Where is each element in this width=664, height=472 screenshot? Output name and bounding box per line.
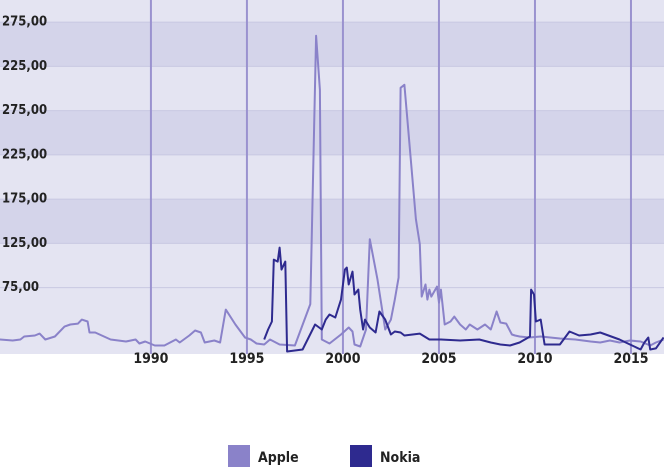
plot-area: 275,00 225,00 275,00 225,00 175,00 125,00 75,0… — [0, 0, 664, 367]
band — [0, 22, 664, 67]
legend-swatch — [228, 445, 250, 467]
y-tick-label: 225,00 — [2, 147, 47, 162]
line-series — [0, 34, 664, 348]
x-tick-label: 1995 — [229, 351, 264, 367]
y-tick-label: 275,00 — [2, 15, 47, 30]
y-tick-label: 75,00 — [2, 280, 39, 295]
x-tick-label: 2005 — [421, 351, 456, 367]
x-tick-label: 2000 — [325, 351, 360, 367]
y-tick-label: 275,00 — [2, 103, 47, 118]
band — [0, 110, 664, 155]
legend-label: Apple — [258, 450, 299, 466]
legend: Apple Nokia — [228, 445, 420, 467]
band — [0, 199, 664, 244]
y-tick-label: 175,00 — [2, 192, 47, 207]
line-series — [263, 246, 664, 353]
y-tick-label: 225,00 — [2, 59, 47, 74]
x-tick-label: 2015 — [613, 351, 648, 367]
legend-swatch — [350, 445, 372, 467]
y-tick-label: 125,00 — [2, 236, 47, 251]
x-tick-label: 1990 — [133, 351, 168, 367]
x-tick-label: 2010 — [517, 351, 552, 367]
legend-label: Nokia — [380, 450, 420, 466]
